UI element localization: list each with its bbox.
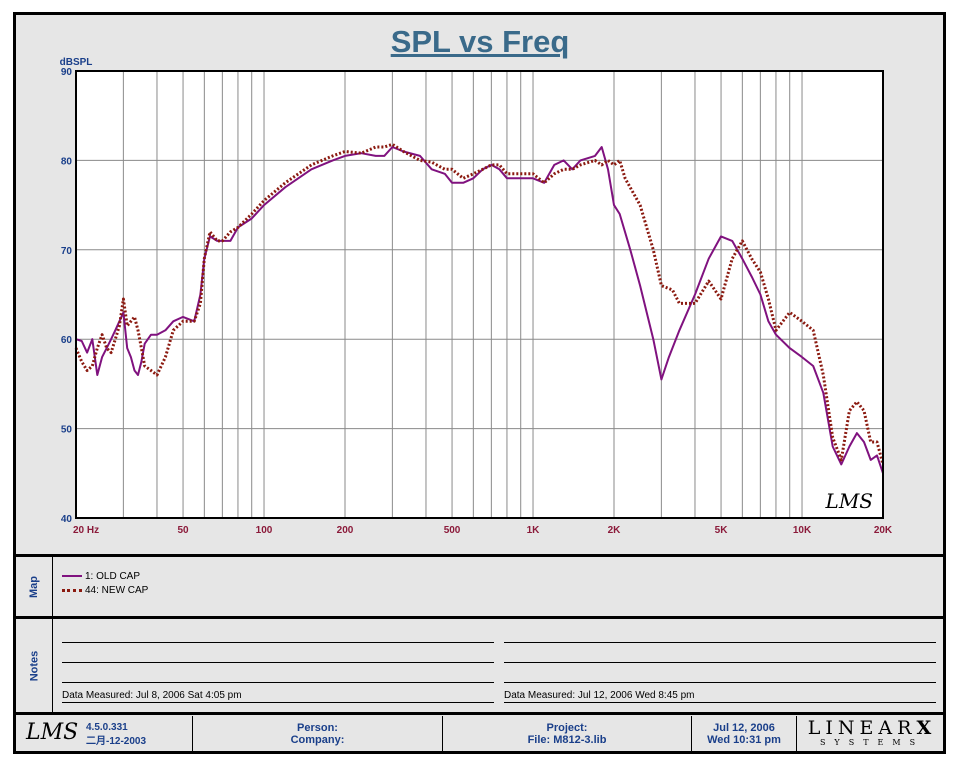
x-tick-label: 100 [256,525,273,536]
footer-bar: LMS 4.5.0.331 二月-12-2003 Person: Company… [16,716,943,751]
spl-chart: 40 50 60 70 80 90 20 Hz 50 100 200 500 1K 2K 5K 10K 20K… [60,57,893,536]
notes-line [504,662,936,663]
notes-line [504,682,936,683]
y-tick-label: 90 [61,67,73,78]
y-tick-label: 80 [61,156,73,167]
legend-swatch-solid [62,575,82,577]
lms-plot-watermark: LMS [825,489,873,513]
brand-top: LINEAR [807,717,917,739]
x-tick-label: 20 Hz [73,525,99,536]
version-number: 4.5.0.331 [86,722,128,733]
x-tick-label: 2K [608,525,622,536]
project-label: Project: [546,721,588,734]
x-tick-label: 10K [793,525,812,536]
y-axis-label: dBSPL [60,57,93,68]
lms-logo: LMS [26,720,79,745]
measured-right: Data Measured: Jul 12, 2006 Wed 8:45 pm [504,690,695,701]
plot-border [75,70,884,519]
date-cell: Jul 12, 2006 Wed 10:31 pm [692,716,796,751]
map-section-label: Map [28,575,40,598]
brand-bottom: SYSTEMS [819,738,925,747]
report-time: Wed 10:31 pm [707,733,781,746]
y-tick-label: 40 [61,514,73,525]
legend-swatch-dotted [62,588,82,592]
x-tick-label: 200 [337,525,354,536]
build-date: 二月-12-2003 [86,736,147,747]
linearx-logo: LINEARX SYSTEMS [802,718,942,749]
notes-line [62,702,494,703]
file-label: File: M812-3.lib [527,733,607,746]
divider-notes-footer [13,712,946,715]
x-tick-label: 20K [874,525,893,536]
footer-divider [192,716,193,751]
notes-line [504,702,936,703]
report-date: Jul 12, 2006 [713,721,775,734]
notes-divider [52,619,53,712]
brand-x: X [916,717,937,739]
version-info: 4.5.0.331 二月-12-2003 [86,721,146,749]
notes-line [62,662,494,663]
y-tick-label: 70 [61,246,73,257]
map-divider [52,557,53,616]
legend-item-old-cap: 1: OLD CAP [62,569,148,583]
series-line-1 [75,146,884,474]
footer-divider [691,716,692,751]
notes-line [62,682,494,683]
x-tick-label: 1K [527,525,541,536]
x-tick-label: 50 [177,525,189,536]
measured-left: Data Measured: Jul 8, 2006 Sat 4:05 pm [62,690,242,701]
x-tick-label: 5K [715,525,729,536]
company-label: Company: [290,733,345,746]
project-cell: Project: File: M812-3.lib [443,716,691,751]
legend-label: 44: NEW CAP [85,584,149,596]
notes-section-label: Notes [28,650,40,681]
plot-area [76,71,883,518]
divider-chart-map [13,554,946,557]
x-tick-label: 500 [444,525,461,536]
legend-item-new-cap: 44: NEW CAP [62,583,148,597]
y-tick-label: 60 [61,335,73,346]
divider-map-notes [13,616,946,619]
person-label: Person: [297,721,338,734]
chart-title: SPL vs Freq [390,24,570,59]
footer-divider [796,716,797,751]
person-cell: Person: Company: [193,716,442,751]
legend: 1: OLD CAP 44: NEW CAP [62,569,148,597]
y-tick-label: 50 [61,425,73,436]
legend-label: 1: OLD CAP [85,570,141,582]
notes-line [504,642,936,643]
series-line-2 [74,142,885,465]
notes-line [62,642,494,643]
footer-divider [442,716,443,751]
